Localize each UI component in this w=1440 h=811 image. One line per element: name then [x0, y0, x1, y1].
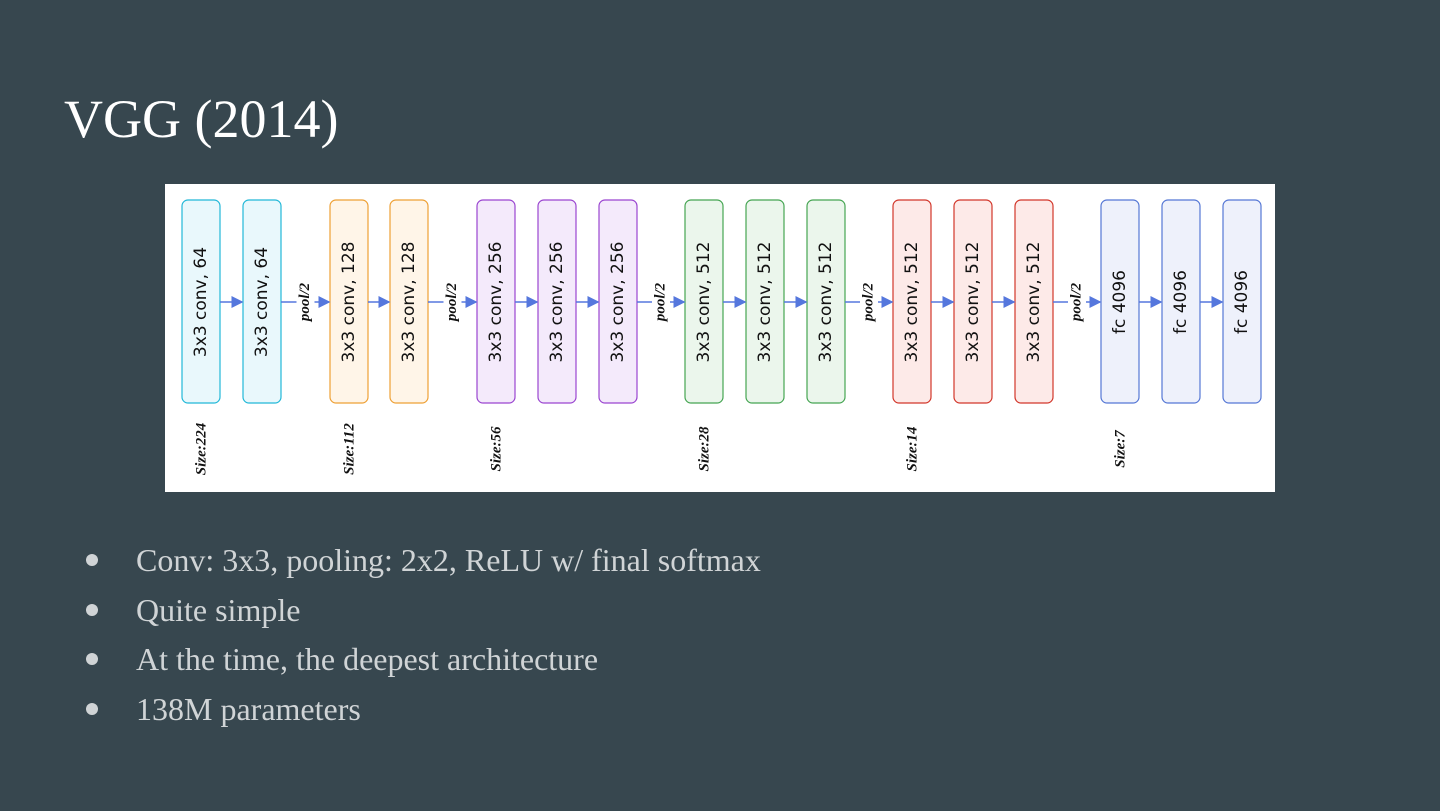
- layer-label: 3x3 conv, 512: [902, 242, 922, 363]
- layer-label: 3x3 conv, 256: [486, 242, 506, 363]
- size-label: Size:56: [488, 426, 504, 472]
- layer-label: 3x3 conv, 128: [339, 242, 359, 363]
- bullet-item: 138M parameters: [86, 687, 761, 737]
- layer-label: 3x3 conv, 64: [191, 247, 211, 357]
- layer-label: 3x3 conv, 128: [399, 242, 419, 363]
- pool-label: pool/2: [444, 282, 460, 323]
- size-label: Size:112: [341, 423, 357, 475]
- layer-label: fc 4096: [1110, 270, 1130, 334]
- size-label: Size:28: [696, 426, 712, 472]
- pool-label: pool/2: [860, 282, 876, 323]
- layer-label: 3x3 conv, 512: [816, 242, 836, 363]
- bullet-item: Quite simple: [86, 588, 761, 638]
- size-label: Size:224: [193, 422, 209, 475]
- size-label: Size:7: [1112, 430, 1128, 468]
- bullet-item: Conv: 3x3, pooling: 2x2, ReLU w/ final s…: [86, 538, 761, 588]
- layer-label: 3x3 conv, 256: [608, 242, 628, 363]
- size-label: Size:14: [904, 426, 920, 472]
- layer-label: 3x3 conv, 512: [1024, 242, 1044, 363]
- slide-title: VGG (2014): [64, 89, 339, 149]
- pool-label: pool/2: [1068, 282, 1084, 323]
- layer-label: 3x3 conv, 64: [252, 247, 272, 357]
- layer-label: 3x3 conv, 512: [963, 242, 983, 363]
- pool-label: pool/2: [297, 282, 313, 323]
- bullet-item: At the time, the deepest architecture: [86, 637, 761, 687]
- layer-label: 3x3 conv, 256: [547, 242, 567, 363]
- bullet-list: Conv: 3x3, pooling: 2x2, ReLU w/ final s…: [86, 538, 761, 737]
- layer-label: 3x3 conv, 512: [694, 242, 714, 363]
- pool-label: pool/2: [652, 282, 668, 323]
- layer-label: fc 4096: [1171, 270, 1191, 334]
- layer-label: 3x3 conv, 512: [755, 242, 775, 363]
- layer-label: fc 4096: [1232, 270, 1252, 334]
